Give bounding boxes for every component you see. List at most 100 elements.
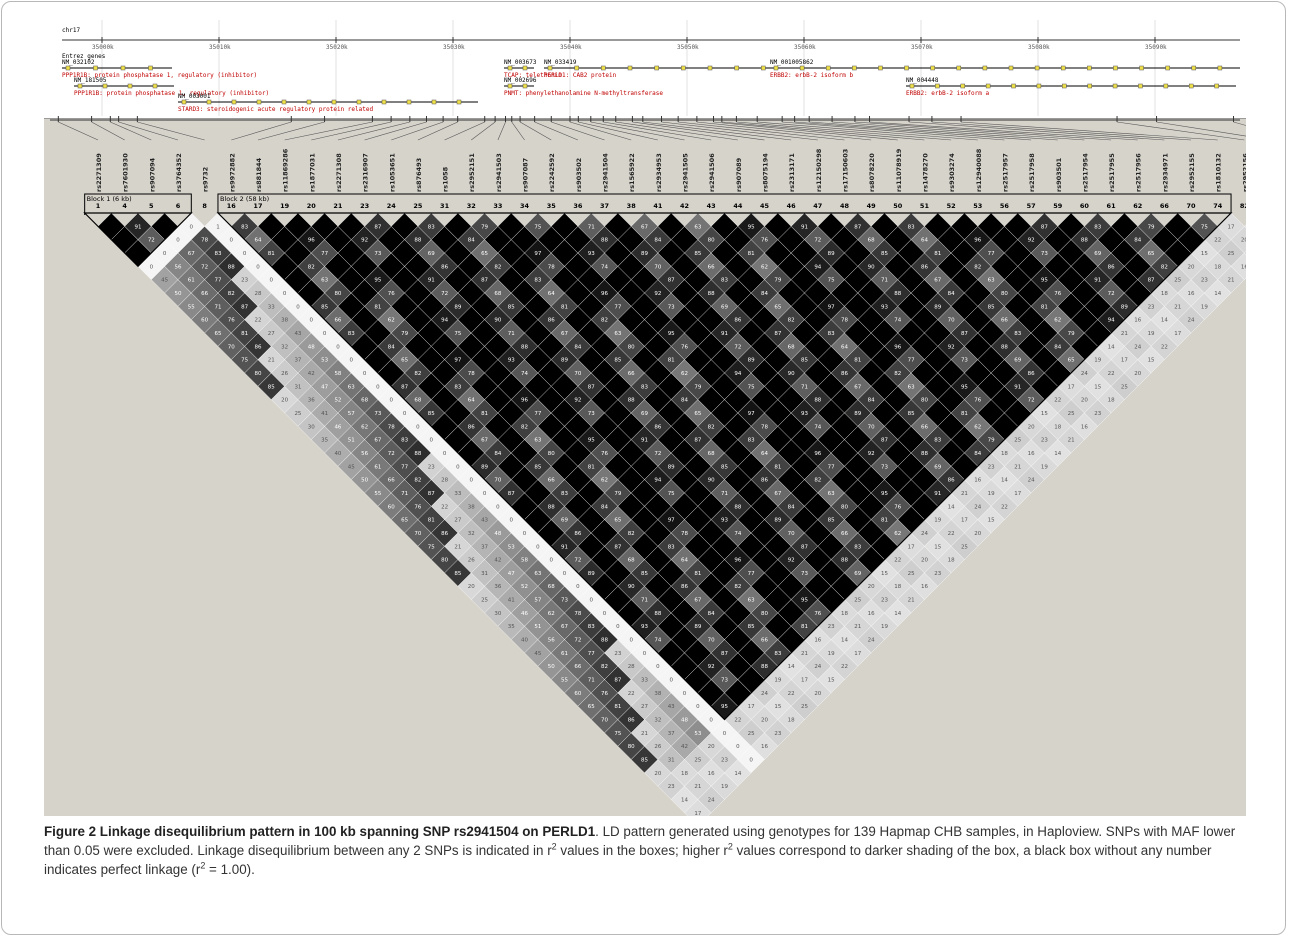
gene-exon bbox=[152, 83, 158, 89]
ld-cell-value: 70 bbox=[228, 344, 235, 350]
ld-cell-value: 89 bbox=[748, 358, 755, 364]
snp-name-label: rs2941503 bbox=[495, 153, 503, 192]
ld-cell-value: 0 bbox=[709, 718, 713, 724]
ld-cell-value: 86 bbox=[254, 344, 261, 350]
ld-cell-value: 45 bbox=[534, 651, 541, 657]
ld-cell-value: 91 bbox=[641, 438, 648, 444]
ld-cell-value: 83 bbox=[748, 438, 755, 444]
ld-cell-value: 73 bbox=[961, 358, 968, 364]
ld-cell-value: 17 bbox=[961, 518, 968, 524]
ld-cell-value: 14 bbox=[1054, 451, 1061, 457]
ld-cell-value: 85 bbox=[801, 358, 808, 364]
snp-name-label: rs1565922 bbox=[628, 153, 636, 192]
gene-exon bbox=[707, 65, 713, 71]
ld-cell-value: 18 bbox=[948, 558, 955, 564]
ld-cell-value: 1 bbox=[216, 224, 220, 230]
ld-cell-value: 85 bbox=[321, 304, 328, 310]
haplotype-block-bracket bbox=[217, 193, 1232, 215]
ld-cell-value: 88 bbox=[734, 504, 741, 510]
ld-cell-value: 18 bbox=[894, 584, 901, 590]
ld-cell-value: 15 bbox=[774, 704, 781, 710]
ld-cell-value: 74 bbox=[814, 424, 821, 430]
gene-exon bbox=[909, 83, 915, 89]
gene-exon bbox=[406, 99, 412, 105]
ld-cell-value: 83 bbox=[721, 278, 728, 284]
ld-cell-value: 89 bbox=[694, 624, 701, 630]
gene-track-panel: chr17 35000k 35010k 35020k 35030k 35040k 35050… bbox=[44, 18, 1246, 119]
ld-cell-value: 0 bbox=[576, 584, 580, 590]
ld-cell-value: 17 bbox=[1121, 358, 1128, 364]
ld-cell-value: 93 bbox=[641, 624, 648, 630]
ld-cell-value: 20 bbox=[1241, 238, 1246, 244]
ld-cell-value: 73 bbox=[374, 251, 381, 257]
ld-cell-value: 22 bbox=[894, 558, 901, 564]
ld-cell-value: 25 bbox=[1121, 384, 1128, 390]
snp-index-label: 37 bbox=[600, 202, 609, 210]
ld-cell-value: 81 bbox=[1041, 304, 1048, 310]
ld-cell-value: 78 bbox=[201, 238, 208, 244]
ld-cell-value: 65 bbox=[401, 518, 408, 524]
gene-exon bbox=[127, 83, 133, 89]
ld-cell-value: 63 bbox=[534, 438, 541, 444]
ld-cell-value: 0 bbox=[696, 704, 700, 710]
ruler-tick-label: 35000k bbox=[92, 44, 114, 51]
ld-cell-value: 81 bbox=[774, 464, 781, 470]
ld-cell-value: 58 bbox=[334, 371, 341, 377]
ld-cell-value: 87 bbox=[374, 224, 381, 230]
ld-cell-value: 14 bbox=[948, 504, 955, 510]
gene-accession: NM_003673 bbox=[504, 59, 537, 66]
ld-cell-value: 86 bbox=[734, 318, 741, 324]
ld-cell-value: 71 bbox=[401, 491, 408, 497]
ld-cell-value: 83 bbox=[828, 331, 835, 337]
snp-connector bbox=[417, 121, 458, 141]
gene-exon bbox=[601, 65, 606, 71]
gene-exon bbox=[331, 99, 337, 105]
ld-cell-value: 0 bbox=[270, 278, 274, 284]
ld-cell-value: 73 bbox=[668, 304, 675, 310]
ld-cell-value: 46 bbox=[521, 611, 528, 617]
ld-cell-value: 81 bbox=[428, 518, 435, 524]
ld-cell-value: 19 bbox=[774, 678, 781, 684]
ld-cell-value: 45 bbox=[161, 278, 168, 284]
ld-cell-value: 76 bbox=[388, 291, 395, 297]
snp-index-label: 42 bbox=[680, 202, 689, 210]
ld-cell-value: 78 bbox=[681, 531, 688, 537]
gene-exon bbox=[456, 99, 462, 105]
ld-cell-value: 82 bbox=[601, 318, 608, 324]
ld-cell-value: 70 bbox=[601, 718, 608, 724]
snp-connector bbox=[736, 121, 952, 141]
ld-cell-value: 21 bbox=[908, 598, 915, 604]
ld-cell-value: 20 bbox=[708, 744, 715, 750]
ld-cell-value: 83 bbox=[401, 438, 408, 444]
snp-connector bbox=[661, 121, 818, 141]
snp-name-label: rs1053651 bbox=[388, 153, 396, 192]
ld-cell-value: 91 bbox=[934, 491, 941, 497]
ld-cell-value: 36 bbox=[308, 398, 315, 404]
ld-cell-value: 95 bbox=[748, 224, 755, 230]
ld-cell-value: 80 bbox=[628, 344, 635, 350]
ld-cell-value: 87 bbox=[588, 384, 595, 390]
ld-cell-value: 86 bbox=[441, 531, 448, 537]
ld-cell-value: 97 bbox=[748, 411, 755, 417]
ld-cell-value: 16 bbox=[974, 478, 981, 484]
snp-name-label: rs2271308 bbox=[335, 153, 343, 192]
ld-cell-value: 70 bbox=[868, 424, 875, 430]
gene-exon bbox=[773, 65, 779, 71]
ld-cell-value: 33 bbox=[641, 678, 648, 684]
ld-cell-value: 30 bbox=[308, 424, 315, 430]
ld-cell-value: 82 bbox=[894, 371, 901, 377]
caption-text-2: values in the boxes; higher r bbox=[556, 843, 728, 858]
ld-cell-value: 17 bbox=[1228, 224, 1235, 230]
snp-index-label: 50 bbox=[893, 202, 903, 210]
ld-cell-value: 16 bbox=[868, 611, 875, 617]
ld-cell-value: 80 bbox=[761, 611, 768, 617]
ld-cell-value: 47 bbox=[508, 571, 515, 577]
gene-exon bbox=[306, 99, 312, 105]
ld-cell-value: 33 bbox=[454, 491, 461, 497]
ld-cell-value: 66 bbox=[761, 638, 768, 644]
ld-cell-value: 69 bbox=[561, 518, 568, 524]
ld-cell-value: 77 bbox=[828, 464, 835, 470]
ld-cell-value: 84 bbox=[388, 344, 395, 350]
ld-cell-value: 89 bbox=[854, 411, 861, 417]
ld-cell-value: 16 bbox=[1134, 318, 1141, 324]
